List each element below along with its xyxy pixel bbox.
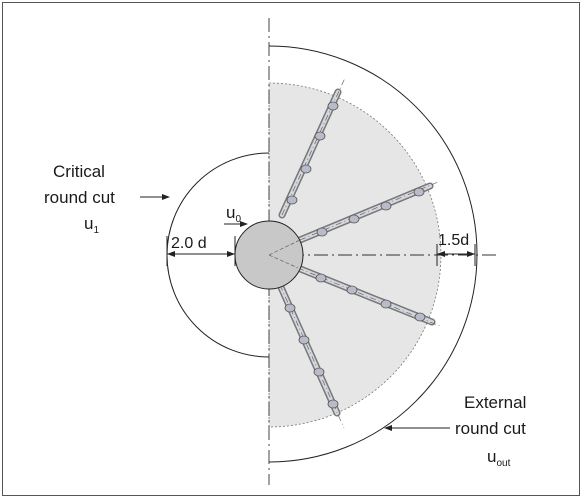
- stud: [380, 299, 392, 309]
- stud: [314, 131, 326, 141]
- stud-rails: [276, 77, 441, 429]
- svg-text:uout: uout: [487, 447, 511, 469]
- stud-rail: [278, 77, 346, 219]
- critical-round-cut-label: Critical round cut u1: [44, 162, 170, 236]
- svg-text:Critical: Critical: [53, 162, 105, 181]
- shaded-stud-zone: [268, 82, 442, 428]
- stud: [414, 312, 426, 322]
- stud-rail: [294, 264, 441, 327]
- stud: [286, 195, 298, 205]
- stud-rail: [296, 181, 439, 244]
- u0-label: u0: [226, 203, 241, 225]
- dimension-2d: 2.0 d: [166, 235, 236, 266]
- svg-text:External: External: [464, 393, 526, 412]
- dimension-1-5d: 1.5d: [436, 232, 476, 266]
- stud: [327, 101, 339, 111]
- stud: [315, 273, 327, 283]
- stud: [316, 227, 328, 237]
- dimension-2d-label: 2.0 d: [171, 235, 207, 252]
- external-round-cut-arc: [268, 45, 478, 463]
- dimension-1-5d-label: 1.5d: [438, 232, 469, 249]
- external-round-cut-label: External round cut uout: [384, 393, 526, 469]
- stud: [284, 303, 296, 313]
- u0-pointer: u0: [224, 203, 248, 227]
- svg-text:round cut: round cut: [44, 188, 115, 207]
- stud: [346, 285, 358, 295]
- stud: [348, 214, 360, 224]
- svg-text:round cut: round cut: [455, 419, 526, 438]
- stud: [327, 399, 339, 409]
- svg-text:u1: u1: [84, 214, 99, 236]
- stud: [298, 335, 310, 345]
- stud: [413, 187, 425, 197]
- stud: [313, 367, 325, 377]
- stud: [300, 164, 312, 174]
- stud: [380, 201, 392, 211]
- stud-rail: [276, 281, 345, 429]
